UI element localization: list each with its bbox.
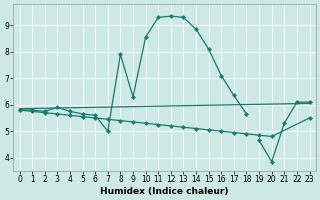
X-axis label: Humidex (Indice chaleur): Humidex (Indice chaleur) bbox=[100, 187, 229, 196]
